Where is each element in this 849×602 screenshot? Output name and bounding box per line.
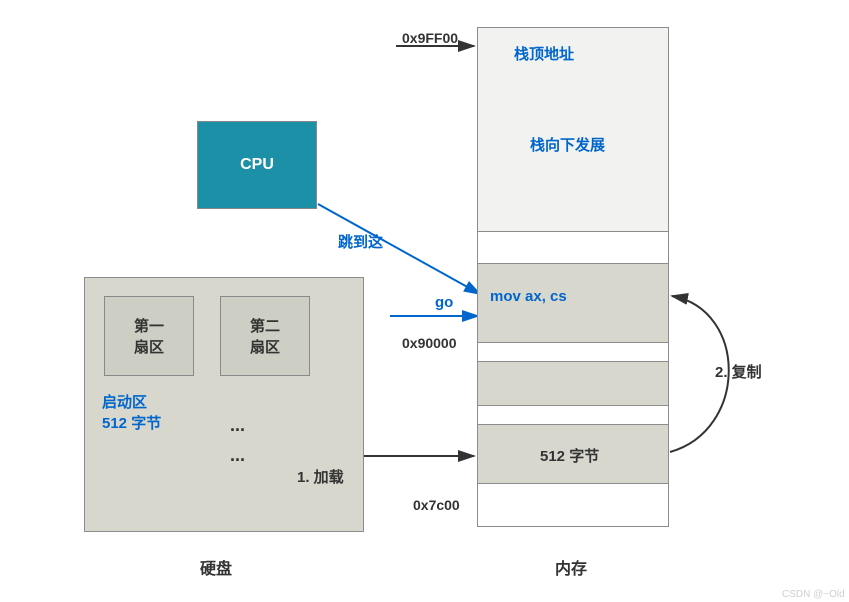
load-label: 1. 加载 bbox=[297, 466, 344, 487]
boot-label-line1: 启动区 bbox=[102, 392, 161, 413]
stack-top-label: 栈顶地址 bbox=[514, 43, 574, 64]
disk-dots-1: ... bbox=[230, 415, 245, 436]
disk-dots-2: ... bbox=[230, 445, 245, 466]
go-label: go bbox=[435, 294, 453, 311]
mem-gap-block bbox=[478, 361, 668, 406]
stack-grow-label: 栈向下发展 bbox=[530, 134, 605, 155]
boot-label: 启动区 512 字节 bbox=[102, 392, 161, 434]
sector-2-label: 第二 扇区 bbox=[250, 315, 280, 357]
boot-label-line2: 512 字节 bbox=[102, 413, 161, 434]
addr-9ff00: 0x9FF00 bbox=[402, 30, 458, 46]
sector-1-label: 第一 扇区 bbox=[134, 315, 164, 357]
addr-90000: 0x90000 bbox=[402, 335, 457, 351]
cpu-box: CPU bbox=[197, 121, 317, 209]
disk-caption: 硬盘 bbox=[200, 555, 232, 579]
sector-1: 第一 扇区 bbox=[104, 296, 194, 376]
addr-7c00: 0x7c00 bbox=[413, 497, 460, 513]
mov-label: mov ax, cs bbox=[490, 288, 567, 305]
b512-label: 512 字节 bbox=[540, 445, 599, 466]
cpu-label: CPU bbox=[240, 156, 274, 174]
copy-label: 2. 复制 bbox=[715, 361, 762, 382]
watermark: CSDN @~Old bbox=[782, 589, 845, 600]
memory-caption: 内存 bbox=[555, 555, 587, 579]
sector-2: 第二 扇区 bbox=[220, 296, 310, 376]
jump-label: 跳到这 bbox=[338, 231, 383, 252]
